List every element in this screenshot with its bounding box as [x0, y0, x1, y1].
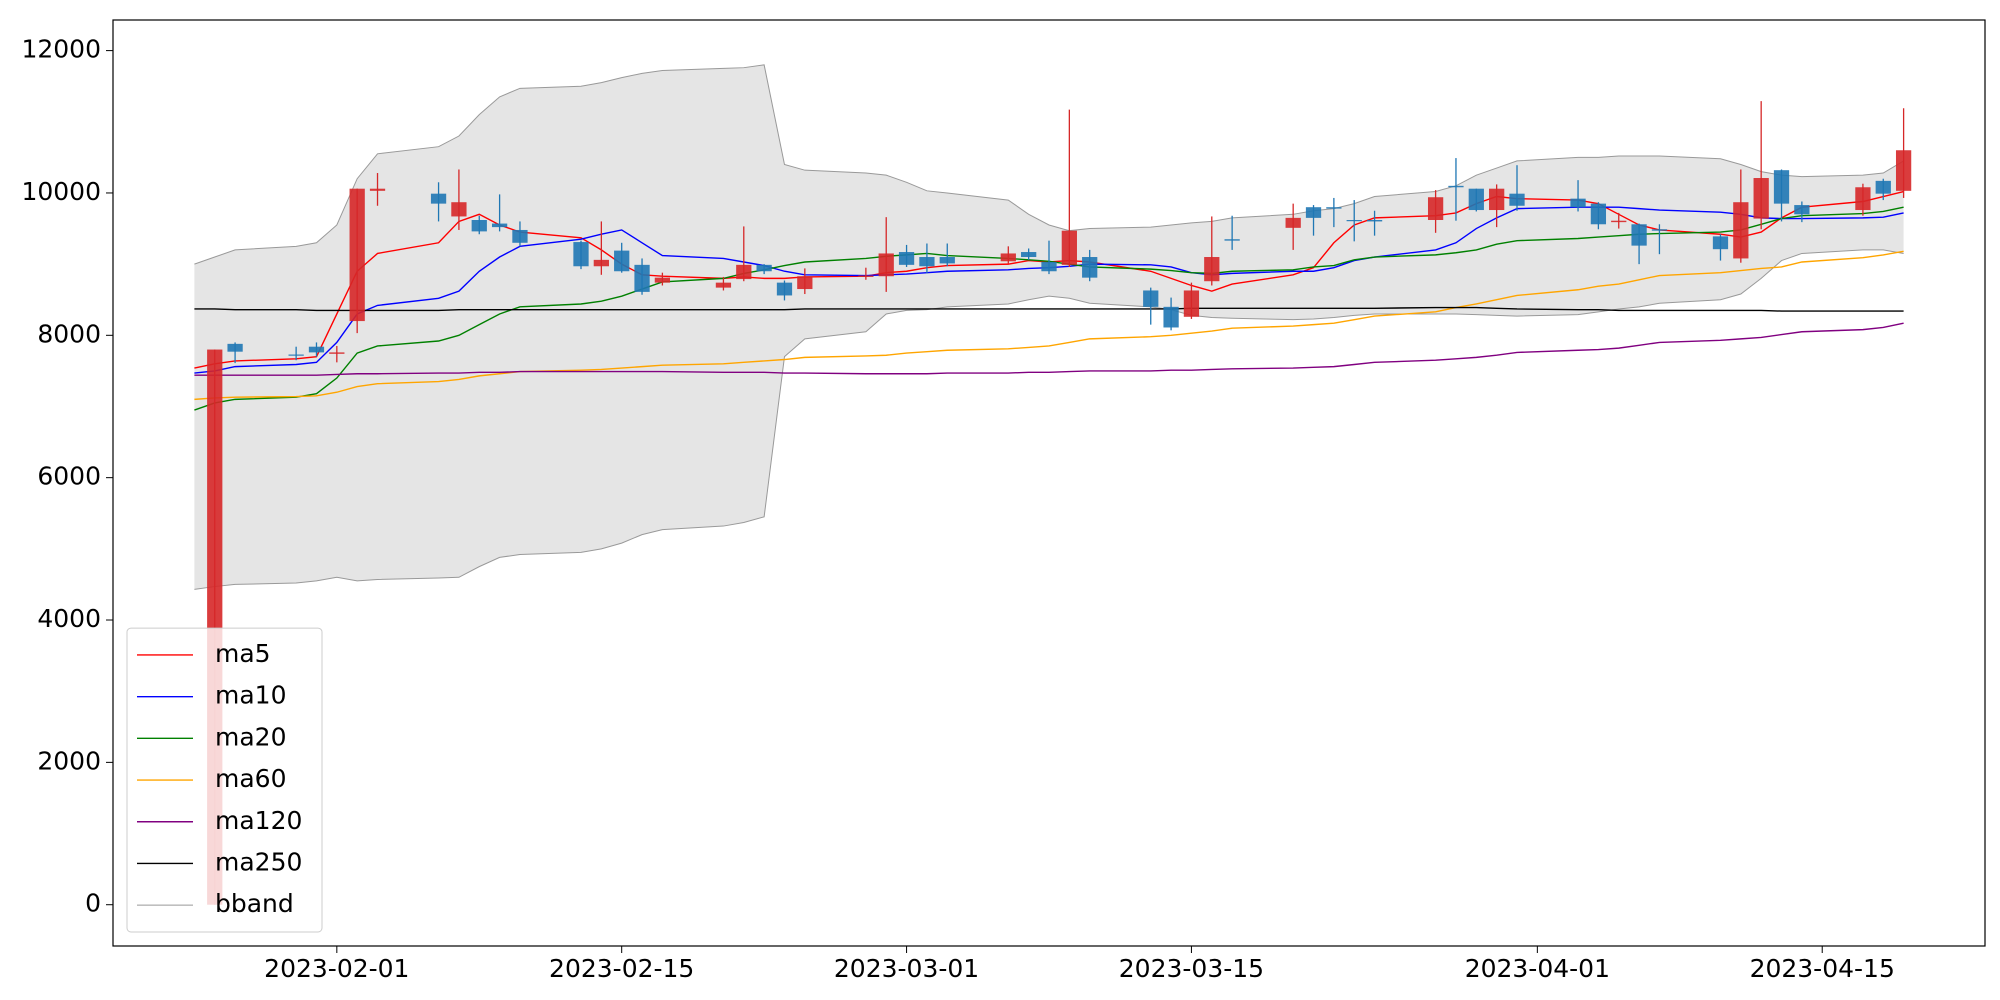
candle-body: [715, 282, 732, 288]
candle-body: [1305, 207, 1322, 218]
candle-body: [1468, 188, 1484, 211]
candle-body: [573, 242, 589, 267]
candle-body: [858, 275, 874, 277]
candle-body: [430, 193, 447, 204]
y-tick-label: 4000: [37, 604, 101, 633]
candle-body: [756, 264, 772, 272]
candle-body: [1855, 187, 1871, 211]
legend-label: ma20: [215, 722, 286, 751]
candle-body: [878, 253, 894, 277]
candle-body: [1021, 252, 1037, 258]
candle-body: [1204, 257, 1220, 282]
candle-body: [1590, 203, 1607, 225]
x-tick-label: 2023-04-15: [1750, 954, 1895, 983]
candle-body: [1183, 290, 1200, 317]
candle-body: [491, 223, 508, 228]
candle-body: [1061, 230, 1077, 265]
y-tick-label: 0: [85, 889, 101, 918]
legend-label: ma120: [215, 806, 302, 835]
x-tick-label: 2023-02-15: [549, 954, 694, 983]
bband-lower: [194, 249, 1904, 590]
candle-body: [1570, 198, 1586, 208]
y-tick-label: 6000: [37, 462, 101, 491]
candle-body: [471, 220, 487, 232]
candle-body: [1733, 202, 1749, 259]
candle-body: [1489, 188, 1505, 211]
ma-line: [194, 322, 1904, 376]
y-tick-label: 12000: [21, 35, 101, 64]
candle-body: [1753, 178, 1769, 219]
candle-body: [1041, 261, 1057, 272]
plot-frame: [112, 19, 1986, 947]
legend-box: [126, 627, 323, 933]
candle-body: [593, 259, 609, 267]
candle-body: [1326, 207, 1342, 209]
candle-body: [736, 264, 752, 280]
y-tick-label: 2000: [37, 746, 101, 775]
x-tick-label: 2023-03-15: [1119, 954, 1264, 983]
candle-body: [1448, 185, 1464, 188]
legend-label: bband: [215, 889, 294, 918]
x-tick-label: 2023-03-01: [834, 954, 979, 983]
bband-fill: [194, 64, 1904, 590]
candle-body: [898, 252, 915, 265]
candle-body: [512, 229, 528, 243]
ma-line: [194, 306, 1904, 312]
legend-label: ma250: [215, 847, 302, 876]
legend: ma5 ma10 ma20 ma60 ma120 ma250 bband: [126, 627, 323, 933]
candle-body: [451, 202, 467, 217]
y-tick-label: 10000: [21, 177, 101, 206]
candle-body: [1000, 253, 1016, 262]
candle-body: [227, 343, 243, 352]
candle-body: [776, 282, 793, 296]
candle-body: [919, 257, 935, 267]
ma-line: [194, 250, 1904, 401]
candle-body: [1895, 150, 1912, 191]
y-tick-label: 8000: [37, 319, 101, 348]
candle-body: [1224, 239, 1240, 241]
candle-body: [1794, 205, 1810, 215]
candle-body: [1651, 229, 1668, 231]
candle-body: [614, 250, 630, 272]
candle-body: [1427, 197, 1444, 221]
candle-body: [1875, 180, 1891, 194]
candle-body: [1163, 306, 1179, 328]
legend-label: ma5: [215, 639, 271, 668]
candle-body: [1509, 193, 1525, 206]
legend-label: ma60: [215, 764, 286, 793]
candle-body: [369, 188, 386, 191]
candle-body: [1631, 224, 1647, 246]
candle-body: [1611, 220, 1627, 223]
candle-body: [329, 352, 345, 354]
candle-body: [1712, 236, 1729, 250]
candle-body: [1773, 170, 1790, 204]
candle-body: [1366, 220, 1383, 222]
candle-body: [349, 188, 365, 322]
candle-body: [308, 346, 325, 353]
candle-body: [1346, 220, 1362, 222]
x-tick-label: 2023-02-01: [264, 954, 409, 983]
candle-body: [939, 257, 955, 264]
bband-upper: [194, 64, 1904, 265]
candle-body: [1143, 290, 1159, 307]
legend-label: ma10: [215, 681, 286, 710]
candle-body: [634, 264, 650, 292]
candle-body: [797, 276, 813, 290]
candle-body: [1285, 217, 1301, 228]
candle-body: [654, 277, 671, 283]
candle-body: [288, 354, 304, 356]
x-tick-label: 2023-04-01: [1465, 954, 1610, 983]
candle-body: [1082, 257, 1098, 278]
